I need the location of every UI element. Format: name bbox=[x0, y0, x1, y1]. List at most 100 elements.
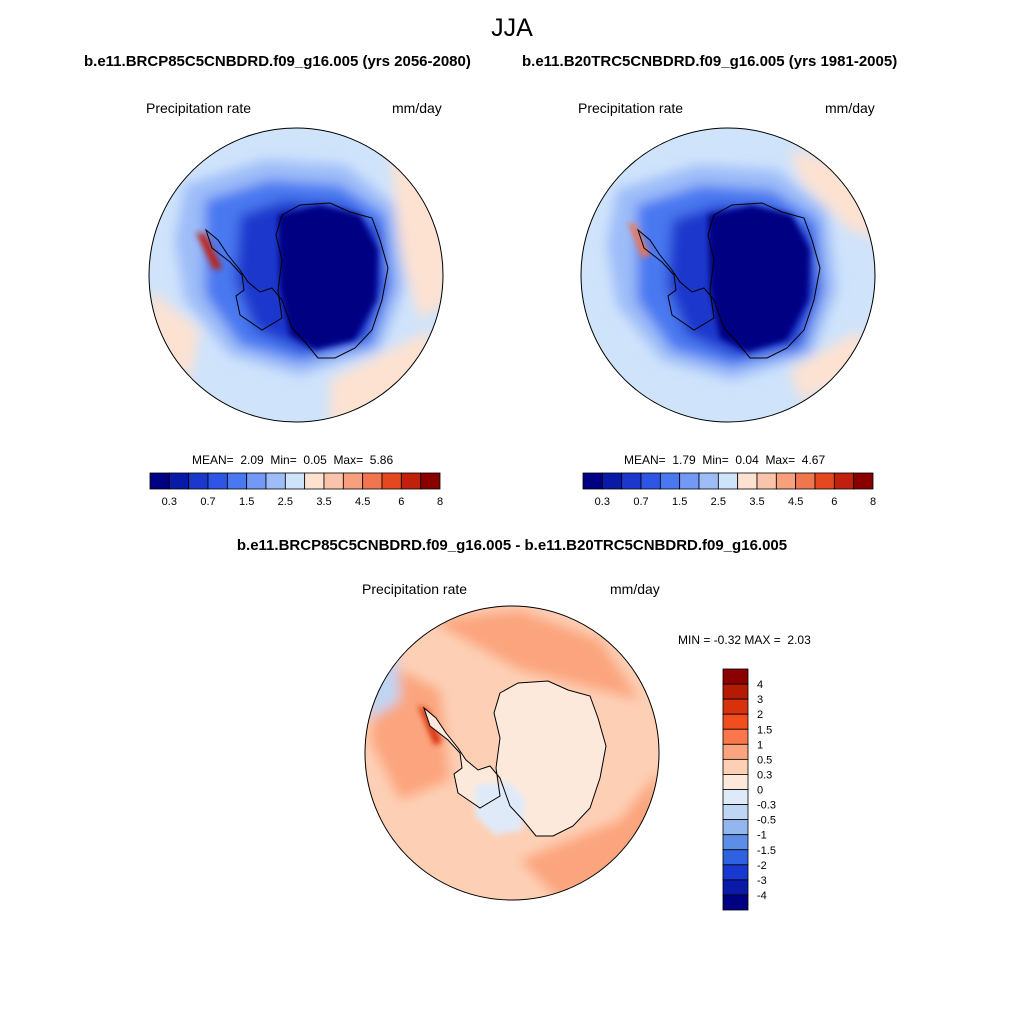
left-colorbar-cell bbox=[420, 472, 441, 490]
left-colorbar-tick-label: 8 bbox=[437, 496, 443, 508]
right-min-value: 0.04 bbox=[735, 453, 759, 467]
left-colorbar-cell bbox=[207, 472, 228, 490]
right-colorbar-tick-label: 0.3 bbox=[595, 496, 610, 508]
diff-colorbar-tick-label: -0.3 bbox=[757, 800, 776, 812]
diff-colorbar-tick-label: -4 bbox=[757, 890, 767, 902]
diff-map bbox=[365, 606, 659, 900]
diff-colorbar-cell bbox=[722, 804, 749, 821]
left-colorbar-cell bbox=[226, 472, 248, 490]
diff-map-warm-band-north bbox=[430, 610, 640, 700]
right-colorbar-tick-label: 0.7 bbox=[633, 496, 648, 508]
diff-colorbar-tick-label: -1.5 bbox=[757, 845, 776, 857]
right-colorbar-cell bbox=[679, 472, 700, 490]
left-panel-title: b.e11.BRCP85C5CNBDRD.f09_g16.005 (yrs 20… bbox=[84, 53, 471, 70]
left-colorbar-cell bbox=[149, 472, 170, 490]
left-min-value: 0.05 bbox=[303, 453, 327, 467]
left-colorbar-cell bbox=[188, 472, 209, 490]
left-colorbar-tick-label: 4.5 bbox=[355, 496, 370, 508]
diff-colorbar-tick-label: -0.5 bbox=[757, 815, 776, 827]
left-colorbar-cell bbox=[246, 472, 267, 490]
diff-colorbar-tick-label: 0 bbox=[757, 785, 763, 797]
right-colorbar-cell bbox=[717, 472, 739, 490]
right-colorbar-cell bbox=[621, 472, 642, 490]
right-colorbar-cell bbox=[601, 472, 623, 490]
right-colorbar-cell bbox=[582, 472, 603, 490]
right-map-core bbox=[708, 205, 810, 352]
left-colorbar-tick-label: 6 bbox=[398, 496, 404, 508]
right-units-label: mm/day bbox=[825, 100, 875, 116]
right-colorbar-cell bbox=[814, 472, 835, 490]
diff-colorbar-cell bbox=[722, 849, 749, 866]
left-map-core bbox=[278, 205, 378, 350]
diff-colorbar-cell bbox=[722, 758, 749, 775]
diff-colorbar-tick-label: -1 bbox=[757, 830, 767, 842]
left-min-label: Min= bbox=[270, 453, 297, 467]
left-map-peninsula-max bbox=[196, 232, 222, 270]
left-mean-value: 2.09 bbox=[240, 453, 264, 467]
diff-colorbar-cell bbox=[722, 894, 749, 911]
diff-variable-label: Precipitation rate bbox=[362, 581, 468, 597]
right-colorbar-tick-label: 3.5 bbox=[749, 496, 764, 508]
diff-panel-title: b.e11.BRCP85C5CNBDRD.f09_g16.005 - b.e11… bbox=[236, 537, 788, 554]
figure-title: JJA bbox=[491, 14, 533, 42]
right-colorbar-cell bbox=[795, 472, 816, 490]
diff-max-value: 2.03 bbox=[787, 633, 811, 647]
right-mean-label: MEAN= bbox=[624, 453, 666, 467]
diff-colorbar-cell bbox=[722, 698, 749, 715]
diff-colorbar-cell bbox=[722, 789, 749, 805]
right-colorbar-tick-label: 1.5 bbox=[672, 496, 687, 508]
diff-colorbar: 4 3 2 1.5 1 0.5 0.3 0 -0.3 -0.5 -1 -1.5 -2 -3 -4 bbox=[722, 668, 776, 911]
diff-colorbar-cell bbox=[722, 728, 749, 745]
diff-map-coastline bbox=[422, 680, 607, 837]
diff-map-cool-patch-ross bbox=[475, 782, 525, 835]
left-colorbar-tick-label: 3.5 bbox=[316, 496, 331, 508]
left-max-value: 5.86 bbox=[369, 453, 394, 467]
diff-map-continent-fill bbox=[424, 681, 606, 836]
diff-colorbar-cell bbox=[722, 683, 749, 700]
right-panel-title: b.e11.B20TRC5CNBDRD.f09_g16.005 (yrs 198… bbox=[522, 53, 898, 70]
left-colorbar-cell bbox=[381, 472, 402, 490]
diff-colorbar-tick-label: -3 bbox=[757, 875, 767, 887]
right-colorbar-cell bbox=[737, 472, 758, 490]
left-colorbar-cell bbox=[304, 472, 325, 490]
right-max-label: Max= bbox=[765, 453, 796, 467]
left-map-border bbox=[148, 127, 444, 423]
diff-colorbar-cell bbox=[722, 743, 749, 760]
diff-stats: MIN = -0.32 MAX = 2.03 bbox=[678, 633, 811, 647]
right-colorbar-cell bbox=[640, 472, 661, 490]
diff-min-label: MIN = bbox=[678, 633, 711, 647]
right-map-coastline bbox=[636, 202, 821, 359]
left-colorbar-tick-label: 0.3 bbox=[162, 496, 177, 508]
right-colorbar-tick-label: 2.5 bbox=[711, 496, 726, 508]
diff-colorbar-cell bbox=[722, 834, 749, 851]
left-colorbar-cell bbox=[284, 472, 306, 490]
right-min-label: Min= bbox=[702, 453, 729, 467]
right-max-value: 4.67 bbox=[801, 453, 826, 467]
left-map-coastline bbox=[204, 202, 389, 359]
diff-colorbar-tick-label: 0.3 bbox=[757, 769, 772, 781]
diff-colorbar-cell bbox=[722, 774, 749, 790]
right-colorbar-cell bbox=[853, 472, 874, 490]
left-colorbar-tick-label: 0.7 bbox=[200, 496, 215, 508]
right-variable-label: Precipitation rate bbox=[578, 100, 684, 116]
left-mean-label: MEAN= bbox=[192, 453, 234, 467]
diff-map-border bbox=[364, 605, 660, 901]
right-mean-value: 1.79 bbox=[672, 453, 696, 467]
right-colorbar-cell bbox=[698, 472, 719, 490]
diff-colorbar-tick-label: 1 bbox=[757, 739, 763, 751]
diff-colorbar-tick-label: 3 bbox=[757, 694, 763, 706]
left-colorbar-tick-label: 1.5 bbox=[239, 496, 254, 508]
left-max-label: Max= bbox=[333, 453, 364, 467]
left-units-label: mm/day bbox=[392, 100, 442, 116]
right-stats: MEAN= 1.79 Min= 0.04 Max= 4.67 bbox=[624, 453, 825, 467]
diff-units-label: mm/day bbox=[610, 581, 660, 597]
left-colorbar-cell bbox=[323, 472, 344, 490]
left-colorbar-tick-label: 2.5 bbox=[278, 496, 293, 508]
diff-colorbar-cell bbox=[722, 864, 749, 881]
right-colorbar-cell bbox=[775, 472, 797, 490]
diff-colorbar-tick-label: 1.5 bbox=[757, 724, 772, 736]
right-colorbar-tick-label: 8 bbox=[870, 496, 876, 508]
right-colorbar: 0.3 0.7 1.5 2.5 3.5 4.5 6 8 bbox=[582, 472, 876, 508]
left-map bbox=[149, 128, 443, 422]
